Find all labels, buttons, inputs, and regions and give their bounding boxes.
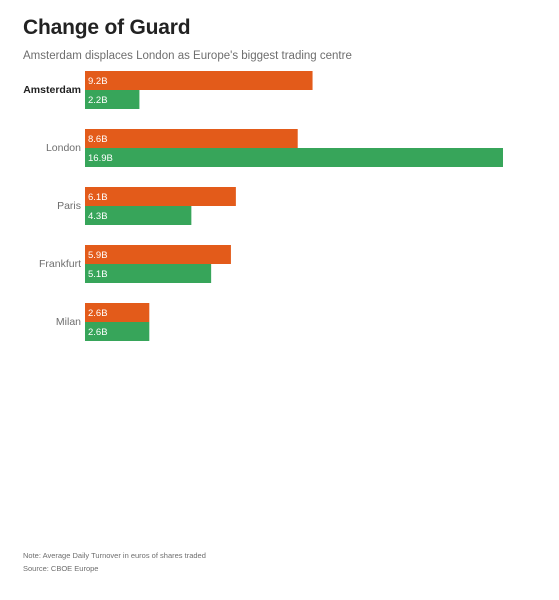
data-label-london-series-1: 8.6B [88, 134, 108, 145]
data-label-milan-series-1: 2.6B [88, 308, 108, 319]
bar-milan-series-2 [85, 322, 150, 341]
bar-paris-series-1 [85, 187, 236, 206]
data-label-frankfurt-series-2: 5.1B [88, 269, 108, 280]
bar-paris-series-2 [85, 206, 192, 225]
category-label-frankfurt: Frankfurt [39, 258, 81, 270]
chart-title: Change of Guard [23, 16, 191, 39]
bar-amsterdam-series-1 [85, 71, 313, 90]
bar-amsterdam-series-2 [85, 90, 140, 109]
bar-london-series-1 [85, 129, 298, 148]
chart-subtitle: Amsterdam displaces London as Europe's b… [23, 50, 352, 62]
data-label-paris-series-1: 6.1B [88, 192, 108, 203]
data-label-london-series-2: 16.9B [88, 153, 113, 164]
bar-london-series-2 [85, 148, 503, 167]
data-label-paris-series-2: 4.3B [88, 211, 108, 222]
data-label-amsterdam-series-2: 2.2B [88, 95, 108, 106]
category-label-paris: Paris [57, 200, 81, 212]
data-label-frankfurt-series-1: 5.9B [88, 250, 108, 261]
category-label-london: London [46, 142, 81, 154]
category-label-milan: Milan [56, 316, 81, 328]
bar-frankfurt-series-1 [85, 245, 231, 264]
chart-source: Source: CBOE Europe [23, 564, 99, 573]
data-label-milan-series-2: 2.6B [88, 327, 108, 338]
chart-note: Note: Average Daily Turnover in euros of… [23, 551, 206, 560]
bar-chart: Amsterdam 9.2B 2.2B London 8.6B 16.9B Paris 6.1… [23, 71, 503, 341]
bar-frankfurt-series-2 [85, 264, 212, 283]
bar-milan-series-1 [85, 303, 150, 322]
data-label-amsterdam-series-1: 9.2B [88, 76, 108, 87]
category-label-amsterdam: Amsterdam [23, 84, 81, 96]
